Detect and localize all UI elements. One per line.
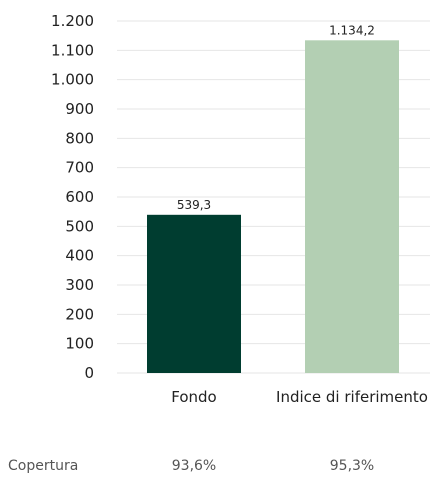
y-tick-label: 200 [65, 305, 94, 323]
bar-value-label: 1.134,2 [329, 23, 375, 37]
y-tick-label: 400 [65, 247, 94, 265]
y-tick-label: 900 [65, 100, 94, 118]
category-label: Indice di riferimento [276, 388, 428, 406]
bar [305, 40, 399, 374]
bar-value-label: 539,3 [177, 198, 211, 212]
y-tick-label: 0 [84, 364, 94, 382]
coverage-label: Copertura [8, 458, 78, 473]
coverage-value: 93,6% [172, 458, 216, 473]
y-tick-label: 800 [65, 129, 94, 147]
y-tick-label: 700 [65, 159, 94, 177]
x-axis-categories: Fondo Indice di riferimento [171, 388, 428, 406]
data-labels: 539,3 1.134,2 [177, 23, 375, 212]
bar [147, 214, 241, 373]
y-tick-label: 1.200 [51, 12, 94, 30]
bars [147, 40, 399, 374]
coverage-value: 95,3% [330, 458, 374, 473]
y-tick-label: 500 [65, 217, 94, 235]
y-tick-label: 300 [65, 276, 94, 294]
y-tick-label: 100 [65, 335, 94, 353]
coverage-row: Copertura 93,6% 95,3% [8, 458, 374, 474]
category-label: Fondo [171, 388, 216, 406]
y-tick-label: 1.100 [51, 41, 94, 59]
y-axis-ticks: 0 100 200 300 400 500 600 700 800 900 1.000 1.100 1.… [51, 12, 94, 382]
y-tick-label: 600 [65, 188, 94, 206]
y-tick-label: 1.000 [51, 71, 94, 89]
